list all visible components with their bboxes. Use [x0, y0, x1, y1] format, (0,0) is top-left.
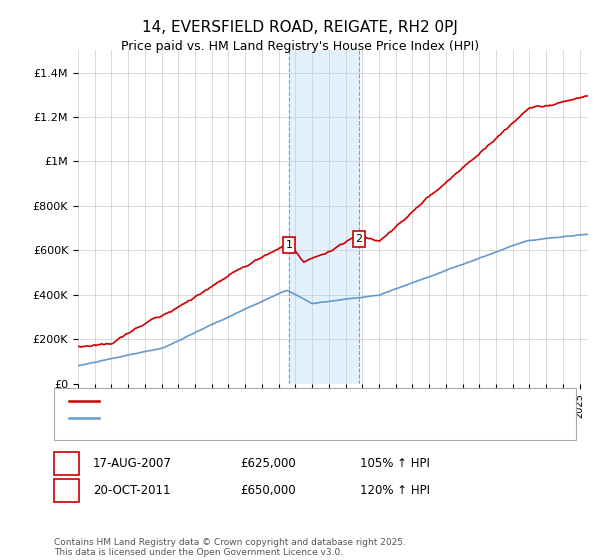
- Text: 2: 2: [355, 234, 362, 244]
- Text: £650,000: £650,000: [240, 484, 296, 497]
- Text: 17-AUG-2007: 17-AUG-2007: [93, 457, 172, 470]
- Text: £625,000: £625,000: [240, 457, 296, 470]
- Text: 14, EVERSFIELD ROAD, REIGATE, RH2 0PJ (semi-detached house): 14, EVERSFIELD ROAD, REIGATE, RH2 0PJ (s…: [103, 396, 441, 406]
- Text: HPI: Average price, semi-detached house, Reigate and Banstead: HPI: Average price, semi-detached house,…: [103, 413, 440, 423]
- Text: 1: 1: [286, 240, 293, 250]
- Text: 2: 2: [62, 484, 71, 497]
- Text: 105% ↑ HPI: 105% ↑ HPI: [360, 457, 430, 470]
- Text: Price paid vs. HM Land Registry's House Price Index (HPI): Price paid vs. HM Land Registry's House …: [121, 40, 479, 53]
- Text: 120% ↑ HPI: 120% ↑ HPI: [360, 484, 430, 497]
- Text: 20-OCT-2011: 20-OCT-2011: [93, 484, 170, 497]
- Text: 1: 1: [62, 457, 71, 470]
- Text: Contains HM Land Registry data © Crown copyright and database right 2025.
This d: Contains HM Land Registry data © Crown c…: [54, 538, 406, 557]
- Bar: [289, 50, 359, 384]
- Text: 14, EVERSFIELD ROAD, REIGATE, RH2 0PJ: 14, EVERSFIELD ROAD, REIGATE, RH2 0PJ: [142, 20, 458, 35]
